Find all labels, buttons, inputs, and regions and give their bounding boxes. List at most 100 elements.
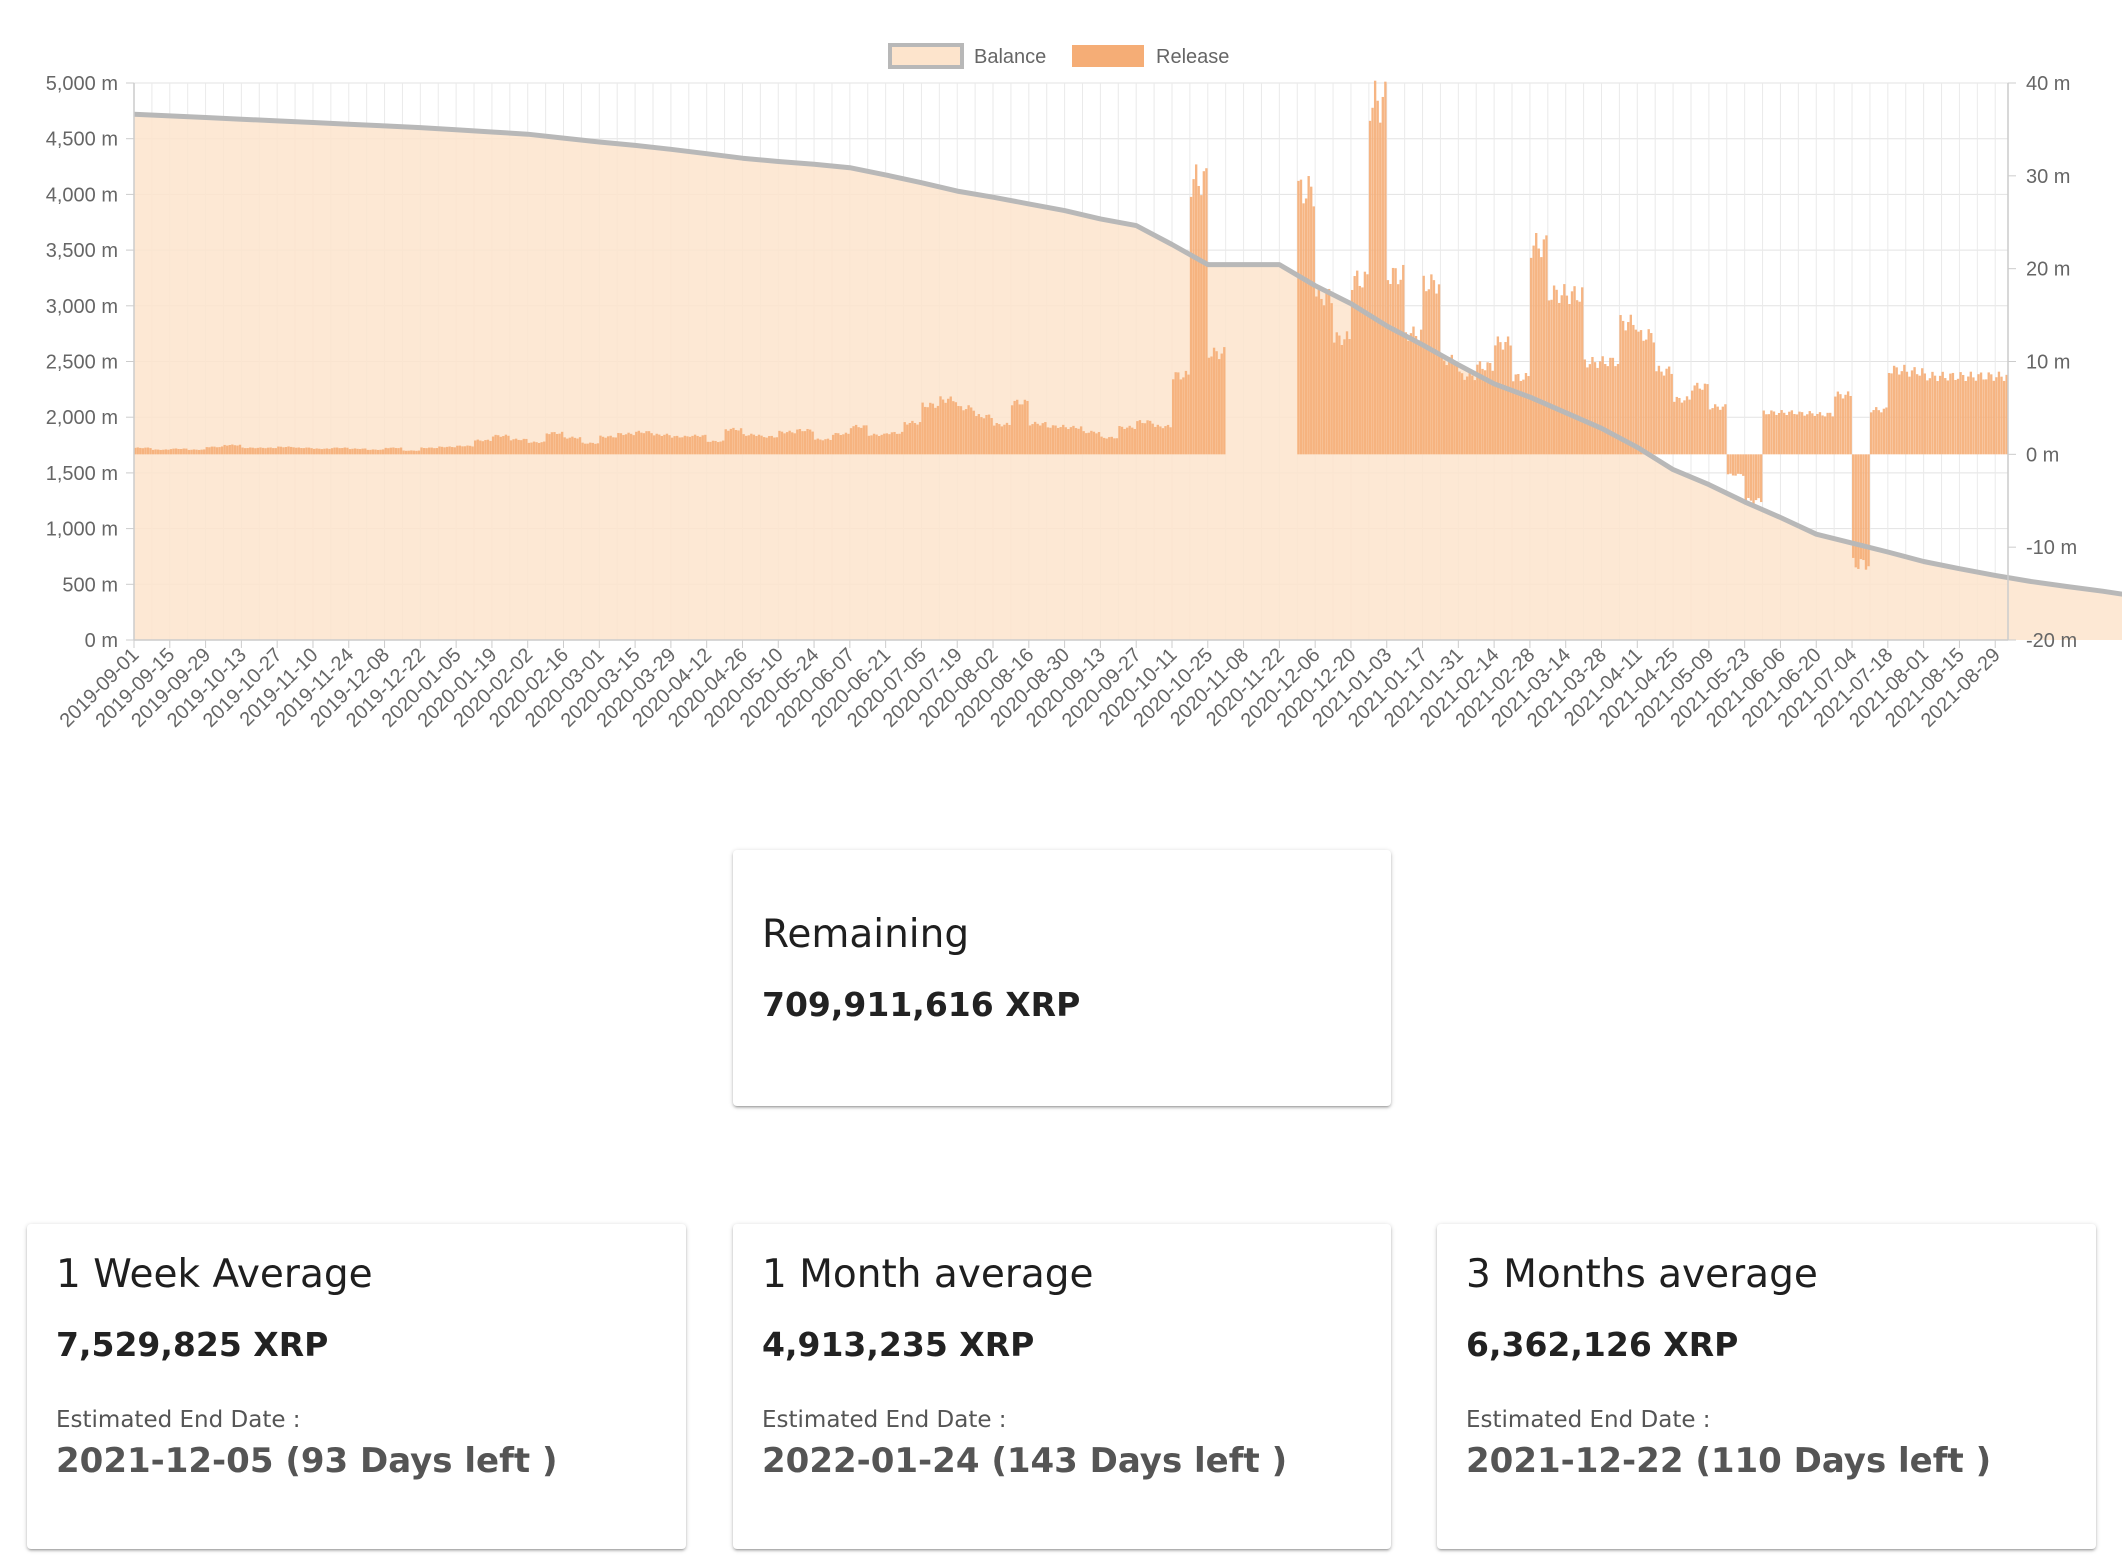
- release-bar: [1074, 428, 1078, 455]
- release-bar: [238, 444, 242, 455]
- release-bar: [1067, 429, 1070, 455]
- release-bar: [210, 446, 214, 455]
- release-bar: [333, 447, 336, 455]
- release-bar: [164, 449, 168, 455]
- release-bar: [172, 448, 175, 455]
- release-bar: [494, 434, 497, 455]
- release-bar: [272, 448, 275, 455]
- release-bar: [1345, 331, 1349, 455]
- release-bar: [315, 448, 318, 455]
- release-bar: [1491, 370, 1494, 455]
- y-left-tick-label: 3,500 m: [46, 240, 118, 262]
- release-bar: [289, 446, 293, 455]
- release-bar: [770, 435, 773, 455]
- release-bar: [1425, 291, 1428, 455]
- release-bar: [1670, 373, 1673, 455]
- release-bar: [954, 402, 958, 455]
- release-bar: [1327, 288, 1331, 455]
- y-left-tick-label: 500 m: [62, 574, 118, 596]
- release-bar: [594, 443, 597, 455]
- release-bar: [936, 405, 940, 455]
- release-bar: [658, 434, 661, 455]
- release-bar: [737, 430, 740, 455]
- chart-svg: 0 m 500 m 1,000 m 1,500 m 2,000 m 2,500 m 3,00…: [46, 43, 2122, 732]
- release-bar: [791, 432, 794, 455]
- release-bar: [146, 447, 150, 455]
- release-bar: [231, 444, 234, 455]
- release-bar: [509, 440, 513, 455]
- release-bar: [499, 436, 502, 455]
- release-bar: [1064, 427, 1067, 455]
- release-bar: [831, 434, 835, 455]
- release-bar: [264, 448, 267, 455]
- release-bar: [1885, 407, 1888, 455]
- release-bar: [445, 446, 449, 455]
- release-bar: [361, 448, 364, 455]
- release-bar: [1044, 422, 1047, 455]
- month-average-title: 1 Month average: [762, 1252, 1094, 1297]
- release-bar: [1353, 276, 1356, 455]
- release-bar: [282, 447, 285, 455]
- legend-item-balance[interactable]: Balance: [888, 43, 1046, 69]
- release-bar: [640, 432, 643, 455]
- release-bar: [456, 445, 459, 455]
- release-bar: [1749, 454, 1753, 501]
- release-bar: [1742, 454, 1745, 476]
- release-bar: [1601, 356, 1604, 455]
- release-bar: [338, 448, 341, 455]
- release-bar: [1125, 427, 1129, 455]
- release-bar: [300, 448, 303, 455]
- release-bar: [926, 407, 929, 455]
- release-bar: [1489, 362, 1492, 455]
- legend[interactable]: Balance Release: [888, 43, 1229, 69]
- release-bar: [1333, 342, 1336, 455]
- release-bar: [134, 447, 137, 455]
- release-bar: [591, 442, 594, 455]
- release-bar: [913, 423, 917, 455]
- release-bar: [1954, 379, 1957, 455]
- release-bar: [1979, 372, 1983, 455]
- release-bar: [1598, 361, 1602, 455]
- release-bar: [1609, 357, 1612, 455]
- legend-label-release: Release: [1156, 46, 1229, 68]
- release-bar: [1197, 185, 1200, 455]
- release-bar: [1862, 454, 1865, 561]
- release-bar: [1524, 373, 1528, 455]
- release-bar: [1381, 96, 1384, 455]
- release-bar: [885, 433, 888, 455]
- legend-item-release[interactable]: Release: [1072, 45, 1229, 68]
- release-bar: [525, 438, 528, 455]
- release-bar: [1189, 196, 1193, 455]
- release-bar: [612, 437, 615, 455]
- release-bar: [1310, 186, 1313, 455]
- release-bar: [471, 446, 474, 455]
- release-bar: [847, 433, 850, 455]
- release-bar: [918, 422, 922, 455]
- release-bar: [1056, 427, 1060, 455]
- release-bar: [683, 435, 687, 455]
- release-bar: [555, 433, 559, 455]
- y-right-tick-label: 10 m: [2026, 352, 2070, 374]
- legend-swatch-balance: [888, 43, 964, 69]
- release-bar: [274, 448, 277, 455]
- release-bar: [1069, 427, 1073, 455]
- release-bar: [660, 436, 664, 455]
- quarter-average-title: 3 Months average: [1466, 1252, 1818, 1297]
- release-bar: [1657, 365, 1661, 455]
- release-bar: [474, 440, 477, 455]
- release-bar: [284, 447, 288, 455]
- release-bar: [1399, 279, 1402, 455]
- y-right-tick-label: -20 m: [2026, 630, 2077, 652]
- release-bar: [1642, 340, 1645, 455]
- release-bar: [1389, 283, 1392, 455]
- release-bar: [438, 446, 441, 455]
- release-bar: [323, 448, 326, 455]
- release-bar: [1974, 380, 1978, 455]
- release-bar: [1734, 454, 1737, 476]
- release-bar: [139, 447, 142, 455]
- release-bar: [883, 433, 886, 455]
- release-bar: [251, 447, 254, 455]
- week-average-value: 7,529,825 XRP: [56, 1324, 329, 1364]
- release-bar: [1476, 364, 1479, 455]
- release-bar: [374, 449, 377, 455]
